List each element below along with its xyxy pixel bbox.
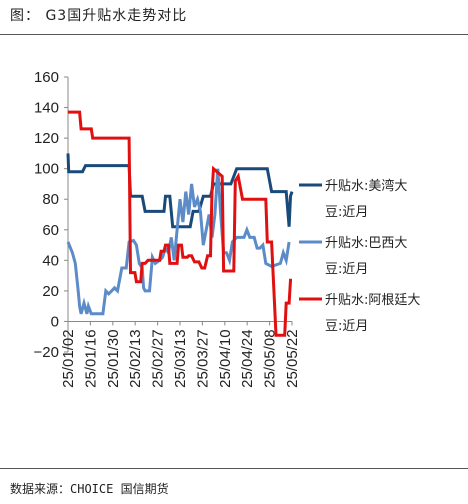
x-tick-label: 25/03/27 bbox=[194, 329, 211, 387]
x-tick-label: 25/02/13 bbox=[127, 329, 144, 387]
x-tick-label: 25/03/13 bbox=[172, 329, 189, 387]
y-tick-label: 80 bbox=[42, 191, 59, 208]
x-tick-label: 25/01/02 bbox=[60, 329, 77, 387]
us-series-line bbox=[66, 153, 294, 229]
legend-label-line1: 升贴水:美湾大 bbox=[325, 178, 407, 194]
x-tick-label: 25/01/30 bbox=[105, 329, 122, 387]
x-tick-label: 25/04/24 bbox=[239, 329, 256, 387]
y-tick-label: 160 bbox=[34, 69, 59, 86]
legend-label-line1: 升贴水:阿根廷大 bbox=[325, 293, 420, 308]
x-tick-label: 25/01/16 bbox=[82, 329, 99, 387]
y-tick-label: −20 bbox=[34, 344, 59, 361]
y-tick-label: 100 bbox=[34, 161, 59, 178]
legend-label-line2: 豆:近月 bbox=[325, 205, 368, 220]
y-tick-label: 140 bbox=[34, 100, 59, 117]
x-tick-label: 25/04/10 bbox=[217, 329, 234, 387]
chart-header: 图： G3国升贴水走势对比 bbox=[0, 0, 468, 34]
y-tick-label: 20 bbox=[42, 283, 59, 300]
argentina-series-line bbox=[68, 110, 292, 337]
bottom-rule bbox=[0, 468, 468, 469]
legend-label-line2: 豆:近月 bbox=[325, 262, 368, 277]
data-source-note: 数据来源：CHOICE 国信期货 bbox=[10, 482, 169, 496]
y-tick-label: 60 bbox=[42, 222, 59, 239]
y-tick-label: 0 bbox=[51, 313, 59, 330]
chart-axes: 160 140 120 100 80 60 40 20 0 −20 25/01/02 25/01/16… bbox=[34, 69, 301, 388]
brazil-series-line bbox=[66, 168, 291, 316]
top-rule bbox=[0, 34, 468, 35]
chart-lines bbox=[66, 110, 294, 337]
y-tick-label: 40 bbox=[42, 252, 59, 269]
x-tick-label: 25/05/22 bbox=[284, 329, 301, 387]
chart-title: 图： G3国升贴水走势对比 bbox=[10, 8, 188, 24]
x-tick-label: 25/05/08 bbox=[262, 329, 279, 387]
x-tick-label: 25/02/27 bbox=[150, 329, 167, 387]
y-tick-label: 120 bbox=[34, 130, 59, 147]
legend-label-line1: 升贴水:巴西大 bbox=[325, 236, 407, 251]
legend-label-line2: 豆:近月 bbox=[325, 319, 368, 334]
